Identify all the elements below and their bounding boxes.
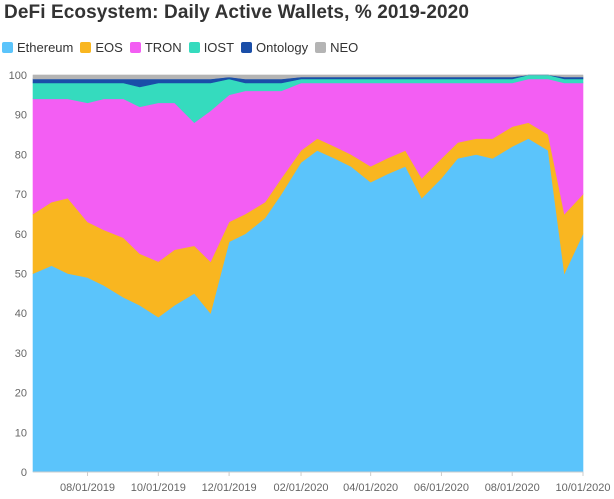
legend-swatch-iost: [188, 41, 200, 53]
legend-swatch-ontology: [241, 41, 253, 53]
chart-title: DeFi Ecosystem: Daily Active Wallets, % …: [4, 2, 469, 23]
legend-item-ontology[interactable]: Ontology: [241, 40, 308, 55]
x-tick-label: 02/01/2020: [274, 482, 329, 494]
legend-swatch-tron: [129, 41, 141, 53]
x-tick-label: 06/01/2020: [414, 482, 469, 494]
y-tick-label: 70: [15, 189, 27, 201]
legend-swatch-ethereum: [2, 41, 13, 53]
x-tick-label: 04/01/2020: [343, 482, 398, 494]
legend-item-ethereum[interactable]: Ethereum: [2, 40, 73, 55]
y-tick-label: 30: [15, 348, 27, 360]
y-tick-label: 20: [15, 388, 27, 400]
legend-label-iost: IOST: [203, 39, 235, 55]
legend-swatch-neo: [315, 41, 327, 53]
legend-swatch-eos: [80, 41, 92, 53]
y-tick-label: 90: [15, 110, 27, 122]
chart-legend: Ethereum EOS TRON IOST Ontology NEO: [2, 38, 365, 56]
axes: 0 10 20 30 40 50 60 70 80 90 100 08/01/2019 10/01/20…: [9, 70, 611, 494]
legend-label-eos: EOS: [95, 39, 123, 55]
y-tick-label: 60: [15, 229, 27, 241]
x-tick-label: 12/01/2019: [202, 482, 257, 494]
x-tick-label: 10/01/2020: [555, 482, 610, 494]
legend-label-neo: NEO: [330, 39, 359, 55]
x-tick-label: 08/01/2020: [485, 482, 540, 494]
y-tick-label: 80: [15, 149, 27, 161]
legend-label-tron: TRON: [144, 39, 182, 55]
y-tick-label: 50: [15, 269, 27, 281]
area-neo: [32, 74, 584, 80]
y-tick-label: 100: [9, 70, 27, 82]
legend-label-ethereum: Ethereum: [17, 39, 74, 55]
y-tick-label: 0: [21, 467, 27, 479]
legend-item-eos[interactable]: EOS: [80, 39, 123, 55]
y-tick-label: 40: [15, 308, 27, 320]
area-series: [32, 74, 584, 473]
y-tick-label: 10: [15, 427, 27, 439]
legend-item-neo[interactable]: NEO: [315, 40, 358, 55]
x-tick-label: 08/01/2019: [60, 482, 115, 494]
x-tick-label: 10/01/2019: [131, 482, 186, 494]
legend-label-ontology: Ontology: [256, 39, 309, 55]
legend-item-iost[interactable]: IOST: [188, 39, 235, 55]
legend-item-tron[interactable]: TRON: [129, 39, 182, 55]
